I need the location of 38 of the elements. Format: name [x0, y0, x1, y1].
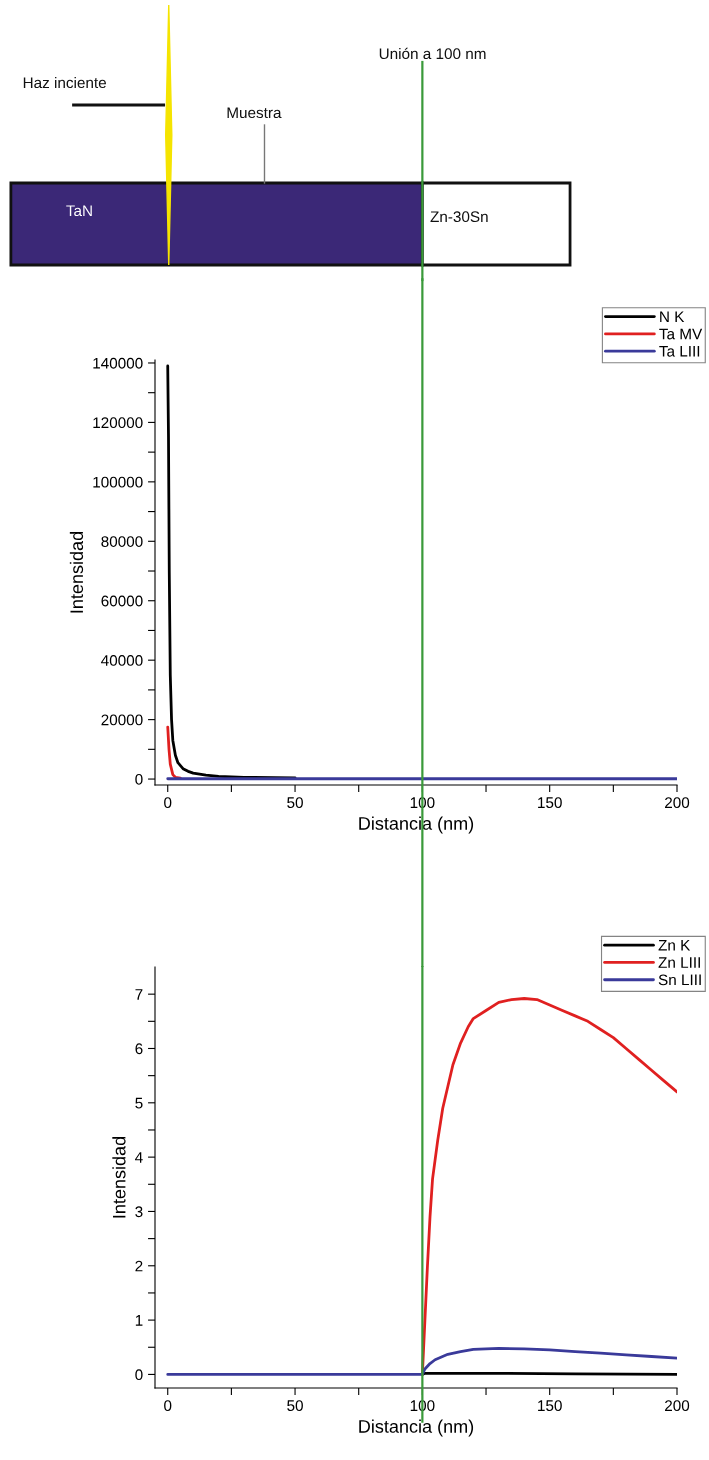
y-tick-label: 40000	[101, 655, 143, 666]
y-tick-label: 2	[135, 1260, 143, 1272]
y-tick-label: 60000	[101, 595, 143, 607]
x-tick-label: 200	[665, 797, 690, 809]
x-tick-label: 50	[287, 797, 303, 809]
legend-label: Zn LIII	[658, 957, 700, 968]
y-tick-label: 120000	[93, 417, 143, 429]
text: TaN	[66, 205, 92, 217]
x-tick-label: 0	[164, 1400, 172, 1412]
y-tick-label: 6	[135, 1043, 143, 1055]
legend-label: Sn LIII	[658, 974, 701, 986]
y-tick-label: 100000	[93, 476, 143, 488]
y-axis-title: Intensidad	[69, 532, 84, 613]
y-tick-label: 140000	[93, 357, 143, 369]
y-tick-label: 4	[135, 1152, 143, 1163]
x-axis-title: Distancia (nm)	[359, 1419, 474, 1437]
text: Muestra	[227, 107, 282, 119]
y-tick-label: 0	[135, 773, 143, 785]
x-tick-label: 50	[287, 1400, 303, 1412]
y-tick-label: 3	[135, 1206, 143, 1218]
y-tick-label: 5	[135, 1097, 143, 1109]
legend-label: Ta MV	[659, 328, 703, 340]
y-tick-label: 20000	[101, 714, 143, 726]
y-tick-label: 7	[135, 989, 143, 1000]
text: Zn-30Sn	[430, 211, 488, 223]
legend-label: Ta LIII	[659, 346, 700, 357]
x-tick-label: 150	[538, 797, 562, 809]
y-tick-label: 80000	[101, 536, 143, 547]
legend-label: Zn K	[658, 939, 691, 951]
x-tick-label: 150	[538, 1400, 562, 1412]
x-tick-label: 0	[164, 797, 172, 809]
y-axis-title: Intensidad	[112, 1137, 126, 1218]
text: Haz inciente	[23, 76, 106, 89]
x-tick-label: 200	[665, 1400, 690, 1412]
y-tick-label: 1	[135, 1315, 143, 1326]
legend-label: N K	[660, 311, 685, 322]
y-tick-label: 0	[135, 1369, 143, 1381]
text: Unión a 100 nm	[379, 47, 486, 60]
